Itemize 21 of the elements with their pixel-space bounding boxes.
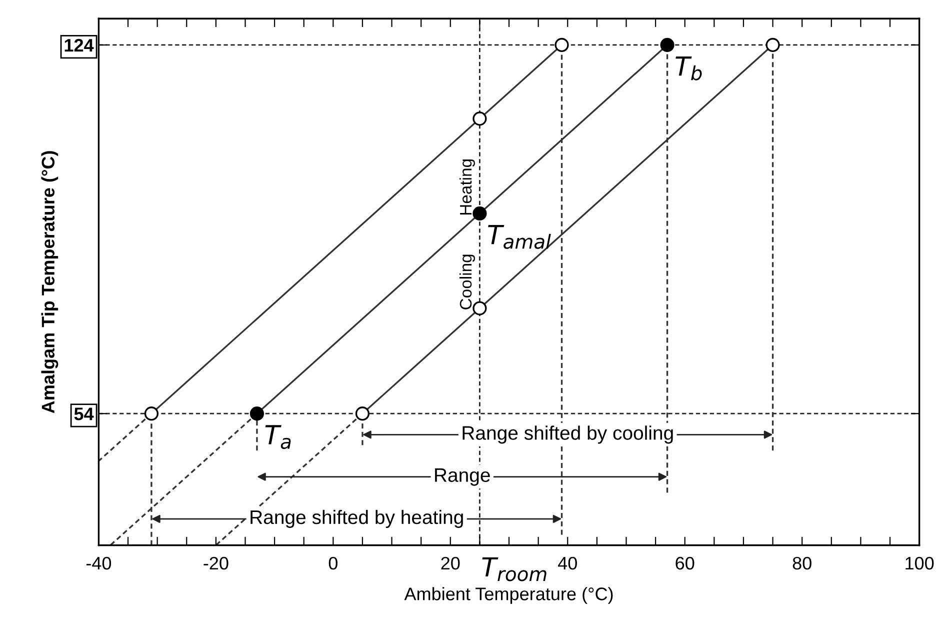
annotation: T$_{amal}$	[488, 224, 551, 249]
x-tick-label: 80	[792, 556, 812, 570]
annotation: T$_{b}$	[676, 56, 702, 80]
x-tick-label: -20	[204, 556, 228, 570]
x-tick-label: 40	[558, 556, 577, 570]
x-tick-label: 60	[676, 556, 694, 570]
annotation: T$_{room}$	[482, 557, 546, 582]
annotation: Range	[435, 468, 490, 486]
annotation: Cooling	[459, 254, 475, 310]
annotation: Range shifted by cooling	[462, 426, 673, 444]
y-axis-title: Amalgam Tip Temperature (°C)	[41, 151, 58, 414]
annotation: Range shifted by heating	[250, 510, 463, 528]
x-tick-label: 0	[328, 556, 338, 570]
x-tick-label: -40	[86, 556, 112, 570]
y-tick-label: 124	[64, 38, 94, 52]
x-axis-title: Ambient Temperature (°C)	[404, 587, 613, 604]
annotation: Heating	[459, 159, 475, 214]
y-tick-label: 54	[74, 408, 94, 420]
x-tick-label: 20	[441, 556, 460, 570]
x-tick-label: 100	[906, 556, 934, 570]
annotation: T$_{a}$	[265, 425, 291, 450]
